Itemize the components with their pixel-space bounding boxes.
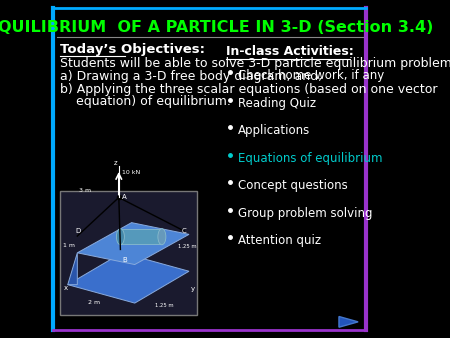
Polygon shape xyxy=(339,316,358,327)
Text: Applications: Applications xyxy=(238,124,310,137)
Text: Reading Quiz: Reading Quiz xyxy=(238,97,316,110)
Text: 10 kN: 10 kN xyxy=(122,170,140,175)
Polygon shape xyxy=(68,253,189,303)
Text: a) Drawing a 3-D free body diagram, and,: a) Drawing a 3-D free body diagram, and, xyxy=(60,70,322,83)
Polygon shape xyxy=(77,223,189,265)
FancyBboxPatch shape xyxy=(60,191,197,315)
Text: D: D xyxy=(75,228,81,234)
Text: 3 m: 3 m xyxy=(79,189,91,193)
Text: B: B xyxy=(122,257,127,263)
Ellipse shape xyxy=(158,229,166,245)
Text: equation) of equilibrium.: equation) of equilibrium. xyxy=(60,95,231,108)
Text: Equations of equilibrium: Equations of equilibrium xyxy=(238,151,382,165)
Ellipse shape xyxy=(117,229,124,245)
Text: Concept questions: Concept questions xyxy=(238,179,347,192)
Polygon shape xyxy=(68,253,77,285)
Text: 1 m: 1 m xyxy=(63,243,75,248)
Text: Students will be able to solve 3-D particle equilibrium problems by: Students will be able to solve 3-D parti… xyxy=(60,57,450,70)
Text: 1.25 m: 1.25 m xyxy=(178,244,197,249)
Text: EQUILIBRIUM  OF A PARTICLE IN 3-D (Section 3.4): EQUILIBRIUM OF A PARTICLE IN 3-D (Sectio… xyxy=(0,20,433,35)
Text: y: y xyxy=(191,286,195,292)
Text: Attention quiz: Attention quiz xyxy=(238,234,321,247)
Text: Group problem solving: Group problem solving xyxy=(238,207,372,220)
Text: Check home work, if any: Check home work, if any xyxy=(238,69,384,82)
Text: A: A xyxy=(122,194,127,200)
Text: C: C xyxy=(182,228,186,234)
Text: 1.25 m: 1.25 m xyxy=(156,303,174,308)
Text: In-class Activities:: In-class Activities: xyxy=(226,45,353,58)
Text: x: x xyxy=(63,285,68,291)
FancyBboxPatch shape xyxy=(121,230,162,244)
Text: Today’s Objectives:: Today’s Objectives: xyxy=(60,43,205,56)
Text: 2 m: 2 m xyxy=(89,300,101,305)
Text: b) Applying the three scalar equations (based on one vector: b) Applying the three scalar equations (… xyxy=(60,83,437,96)
Text: z: z xyxy=(114,160,117,166)
